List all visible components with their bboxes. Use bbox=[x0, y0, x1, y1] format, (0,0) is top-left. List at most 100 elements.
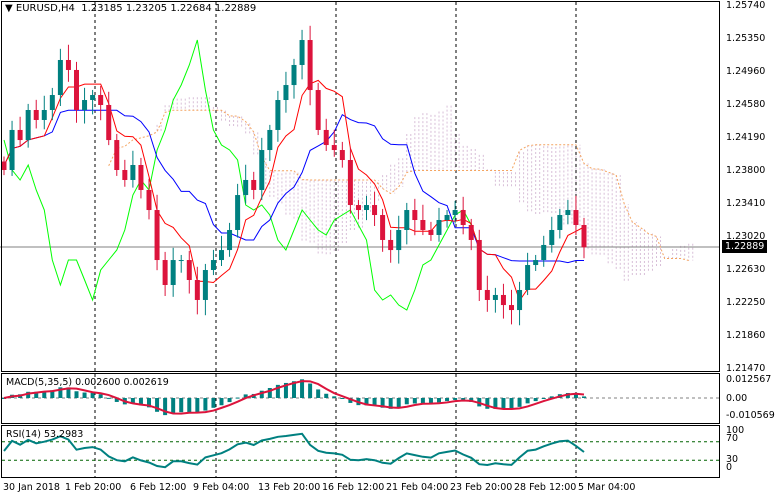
candle bbox=[404, 202, 410, 245]
candle-body bbox=[388, 239, 394, 251]
candle bbox=[259, 137, 265, 201]
candle bbox=[364, 195, 369, 221]
candle-body bbox=[130, 165, 136, 180]
candle-body bbox=[219, 250, 224, 261]
candle-body bbox=[17, 129, 23, 141]
macd-bar bbox=[227, 398, 232, 403]
macd-bar bbox=[211, 398, 216, 408]
candle-body bbox=[275, 100, 281, 130]
macd-bar bbox=[42, 391, 47, 398]
candle-body bbox=[347, 160, 353, 206]
candle-body bbox=[65, 59, 71, 70]
candle bbox=[517, 281, 523, 326]
candle-body bbox=[243, 179, 249, 196]
macd-bar bbox=[533, 398, 538, 402]
vertical-grid bbox=[94, 2, 577, 477]
candle bbox=[114, 133, 120, 176]
macd-axis-min: -0.010569 bbox=[726, 410, 775, 421]
candle-body bbox=[380, 215, 386, 240]
candle bbox=[525, 252, 531, 296]
macd-bar bbox=[106, 397, 111, 399]
candle bbox=[331, 129, 337, 157]
candle bbox=[323, 118, 329, 151]
macd-bar bbox=[493, 398, 498, 409]
candle-body bbox=[49, 95, 55, 110]
rsi-panel-border bbox=[1, 425, 720, 478]
candle bbox=[243, 164, 249, 204]
candle-body bbox=[210, 260, 216, 271]
candle-body bbox=[468, 224, 474, 240]
candle bbox=[533, 254, 539, 271]
macd-bar bbox=[412, 398, 417, 404]
main-panel-border bbox=[1, 1, 720, 372]
candle-body bbox=[138, 165, 144, 190]
candle-body bbox=[259, 150, 265, 190]
candle bbox=[170, 247, 176, 297]
open-price: 1.23185 bbox=[81, 3, 123, 14]
macd-signal-line bbox=[3, 380, 585, 415]
candle bbox=[106, 91, 112, 146]
candle bbox=[460, 196, 466, 235]
price-axis-label: 1.24190 bbox=[726, 132, 766, 143]
macd-bar bbox=[90, 392, 95, 398]
candle bbox=[420, 204, 426, 236]
candle-body bbox=[492, 294, 498, 300]
macd-bar bbox=[26, 391, 31, 398]
macd-bar bbox=[98, 394, 103, 398]
macd-bar bbox=[82, 392, 87, 398]
candle-body bbox=[194, 279, 200, 300]
candle bbox=[219, 235, 224, 266]
macd-bar bbox=[316, 389, 321, 398]
macd-bar bbox=[114, 398, 119, 402]
candle-body bbox=[307, 40, 313, 91]
candle bbox=[74, 61, 79, 123]
candle-body bbox=[9, 129, 15, 170]
price-axis-label: 1.24580 bbox=[726, 99, 766, 110]
candle bbox=[1, 156, 7, 176]
candle-body bbox=[25, 109, 31, 141]
candle-body bbox=[509, 305, 514, 311]
chikou-span-line bbox=[3, 39, 480, 311]
candle bbox=[468, 218, 474, 251]
candle bbox=[41, 95, 47, 130]
candle bbox=[138, 157, 144, 199]
candle bbox=[484, 275, 490, 312]
time-axis-label: 5 Mar 04:00 bbox=[578, 482, 636, 493]
candle bbox=[49, 87, 55, 121]
candle bbox=[557, 208, 563, 239]
macd-bar bbox=[549, 396, 554, 398]
candle bbox=[9, 120, 15, 176]
candle-body bbox=[162, 260, 168, 285]
triangle-down-icon[interactable]: ▼ bbox=[5, 3, 13, 14]
macd-bar bbox=[155, 398, 160, 412]
ichimoku-cloud bbox=[156, 97, 694, 281]
candle-body bbox=[404, 210, 410, 230]
candle-body bbox=[533, 260, 539, 266]
macd-bar bbox=[74, 391, 79, 398]
candle bbox=[500, 283, 506, 319]
candle bbox=[186, 250, 192, 294]
price-axis-label: 1.23020 bbox=[726, 231, 766, 242]
macd-bar bbox=[324, 393, 329, 398]
rsi-axis-30: 30 bbox=[726, 454, 739, 465]
candle-body bbox=[500, 294, 506, 306]
candle-body bbox=[452, 210, 458, 216]
rsi-label: RSI(14) 53.2983 bbox=[6, 429, 84, 440]
candle bbox=[98, 85, 104, 121]
candle bbox=[436, 207, 442, 242]
candle-body bbox=[235, 195, 241, 230]
candle bbox=[452, 200, 458, 224]
rsi-axis-70: 70 bbox=[726, 433, 739, 444]
candle bbox=[509, 289, 514, 325]
candle bbox=[251, 171, 257, 200]
candle-body bbox=[541, 244, 547, 261]
candle bbox=[444, 209, 450, 228]
rsi-line bbox=[3, 432, 585, 469]
candle bbox=[90, 89, 96, 115]
candle-body bbox=[57, 59, 63, 96]
candle bbox=[307, 25, 313, 106]
macd-bar bbox=[453, 398, 458, 400]
candle-body bbox=[339, 150, 345, 161]
macd-axis-max: 0.012567 bbox=[726, 374, 772, 385]
